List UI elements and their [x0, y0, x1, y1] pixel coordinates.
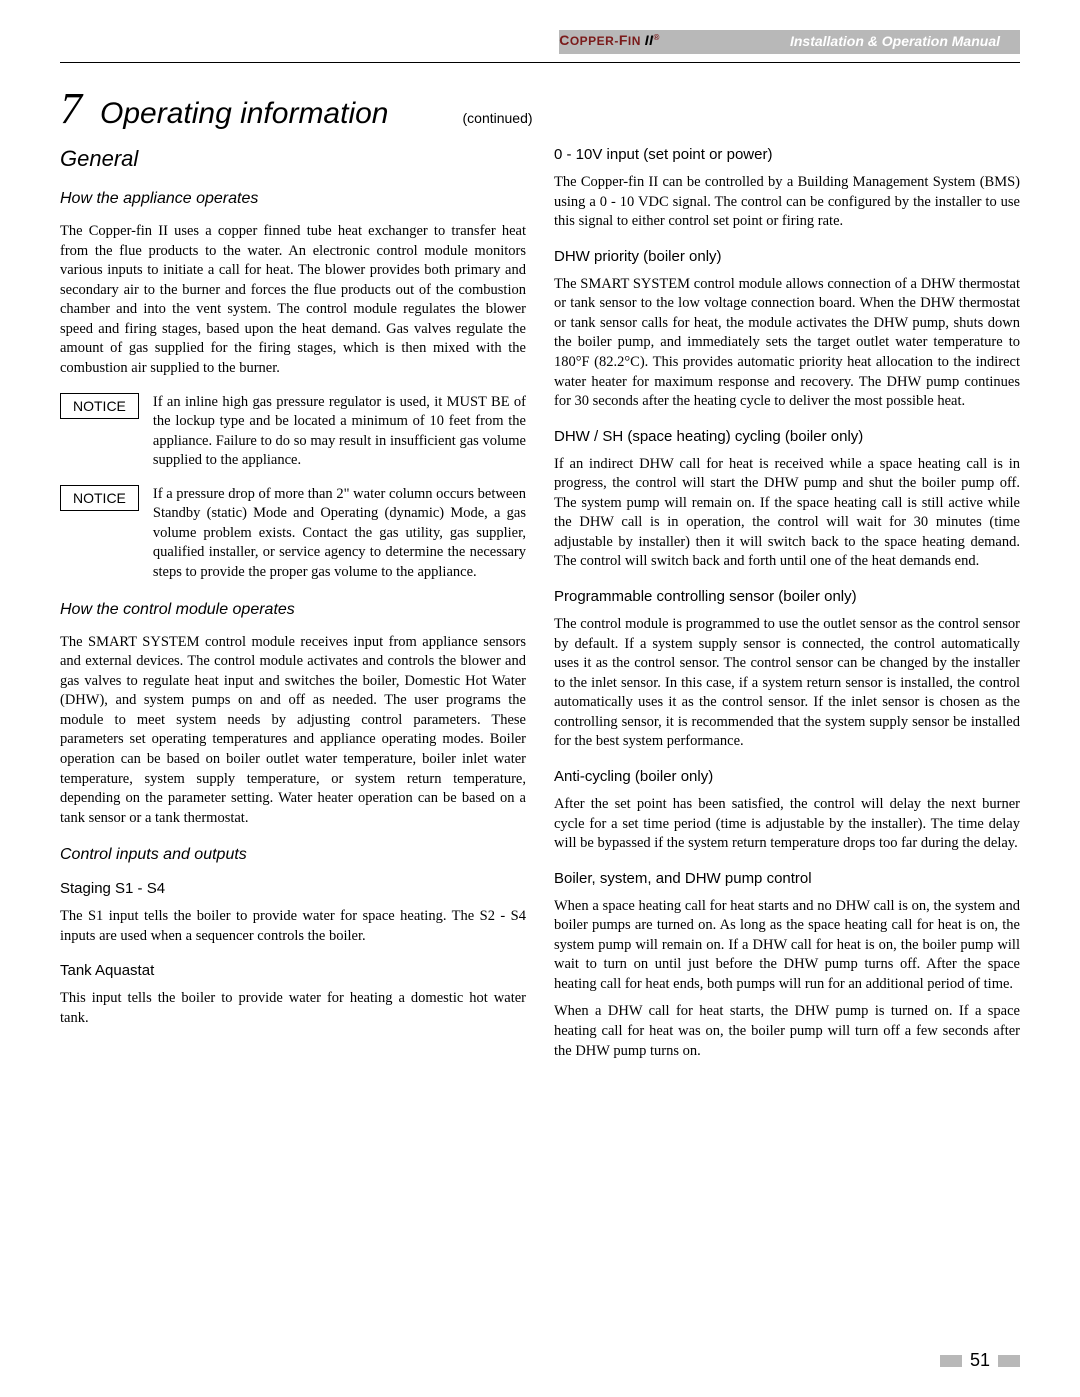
body-pump-2: When a DHW call for heat starts, the DHW…	[554, 1002, 1020, 1061]
left-column: General How the appliance operates The C…	[60, 146, 526, 1069]
footer-square-right	[998, 1355, 1020, 1367]
heading-how-operates: How the appliance operates	[60, 190, 526, 208]
continued-label: (continued)	[463, 110, 533, 126]
chapter-heading: 7 Operating information (continued)	[60, 83, 1020, 134]
header-rule	[60, 62, 1020, 63]
body-pump-1: When a space heating call for heat start…	[554, 897, 1020, 995]
body-prog-sensor: The control module is programmed to use …	[554, 615, 1020, 752]
chapter-number: 7	[60, 83, 82, 134]
notice-2-text: If a pressure drop of more than 2" water…	[153, 485, 526, 583]
heading-how-control: How the control module operates	[60, 601, 526, 619]
heading-anti: Anti-cycling (boiler only)	[554, 768, 1020, 785]
right-column: 0 - 10V input (set point or power) The C…	[554, 146, 1020, 1069]
body-how-operates: The Copper-fin II uses a copper finned t…	[60, 222, 526, 379]
page-header: COPPER-FIN II® Installation & Operation …	[60, 30, 1020, 54]
heading-pump: Boiler, system, and DHW pump control	[554, 870, 1020, 887]
notice-label: NOTICE	[60, 485, 139, 511]
body-how-control: The SMART SYSTEM control module receives…	[60, 633, 526, 829]
content-columns: General How the appliance operates The C…	[60, 146, 1020, 1069]
heading-prog-sensor: Programmable controlling sensor (boiler …	[554, 588, 1020, 605]
heading-dhw-priority: DHW priority (boiler only)	[554, 248, 1020, 265]
notice-1-text: If an inline high gas pressure regulator…	[153, 393, 526, 471]
notice-label: NOTICE	[60, 393, 139, 419]
heading-dhw-sh: DHW / SH (space heating) cycling (boiler…	[554, 428, 1020, 445]
heading-staging: Staging S1 - S4	[60, 880, 526, 897]
heading-control-io: Control inputs and outputs	[60, 846, 526, 864]
notice-1: NOTICE If an inline high gas pressure re…	[60, 393, 526, 471]
body-dhw-sh: If an indirect DHW call for heat is rece…	[554, 455, 1020, 572]
heading-tank: Tank Aquastat	[60, 962, 526, 979]
body-anti: After the set point has been satisfied, …	[554, 795, 1020, 854]
page-footer: 51	[940, 1350, 1020, 1371]
heading-0-10v: 0 - 10V input (set point or power)	[554, 146, 1020, 163]
heading-general: General	[60, 146, 526, 172]
body-0-10v: The Copper-fin II can be controlled by a…	[554, 173, 1020, 232]
brand-text: COPPER-FIN II®	[559, 34, 660, 48]
brand-logo: COPPER-FIN II®	[559, 32, 660, 48]
body-dhw-priority: The SMART SYSTEM control module allows c…	[554, 275, 1020, 412]
footer-square-left	[940, 1355, 962, 1367]
notice-2: NOTICE If a pressure drop of more than 2…	[60, 485, 526, 583]
page-number: 51	[970, 1350, 990, 1371]
chapter-title: Operating information	[100, 97, 389, 131]
manual-title: Installation & Operation Manual	[790, 33, 1000, 49]
body-tank: This input tells the boiler to provide w…	[60, 989, 526, 1028]
body-staging: The S1 input tells the boiler to provide…	[60, 907, 526, 946]
